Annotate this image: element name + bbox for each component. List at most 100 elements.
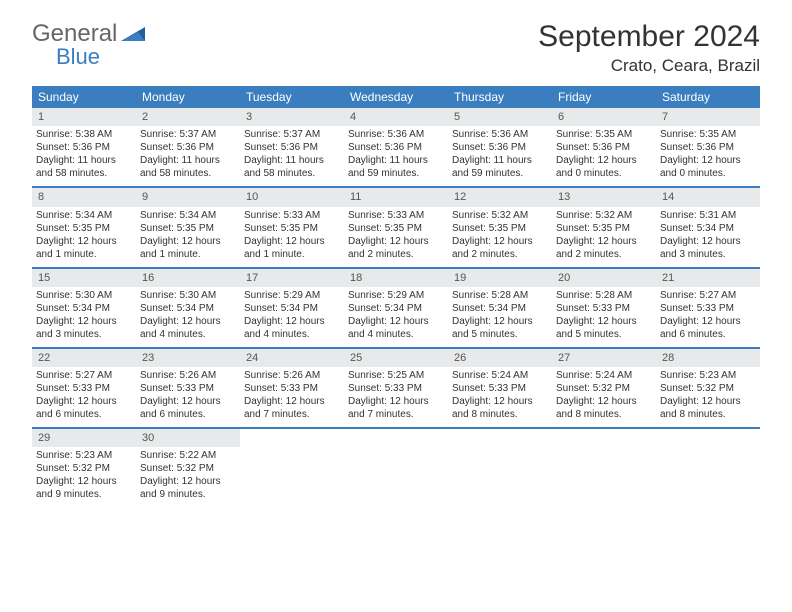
sunrise-text: Sunrise: 5:31 AM: [660, 209, 756, 222]
day-body: Sunrise: 5:27 AMSunset: 5:33 PMDaylight:…: [656, 287, 760, 347]
sunset-text: Sunset: 5:36 PM: [556, 141, 652, 154]
title-block: September 2024 Crato, Ceara, Brazil: [538, 20, 760, 76]
sunrise-text: Sunrise: 5:36 AM: [348, 128, 444, 141]
day-cell: 4Sunrise: 5:36 AMSunset: 5:36 PMDaylight…: [344, 108, 448, 186]
day-cell: 8Sunrise: 5:34 AMSunset: 5:35 PMDaylight…: [32, 188, 136, 266]
day-cell: 27Sunrise: 5:24 AMSunset: 5:32 PMDayligh…: [552, 349, 656, 427]
day-body: Sunrise: 5:24 AMSunset: 5:32 PMDaylight:…: [552, 367, 656, 427]
day-cell: 21Sunrise: 5:27 AMSunset: 5:33 PMDayligh…: [656, 269, 760, 347]
day-number: 14: [656, 188, 760, 206]
day-body: Sunrise: 5:30 AMSunset: 5:34 PMDaylight:…: [32, 287, 136, 347]
sunrise-text: Sunrise: 5:34 AM: [140, 209, 236, 222]
day-cell: 1Sunrise: 5:38 AMSunset: 5:36 PMDaylight…: [32, 108, 136, 186]
day-number: 30: [136, 429, 240, 447]
week-row: 22Sunrise: 5:27 AMSunset: 5:33 PMDayligh…: [32, 347, 760, 427]
day-number: 5: [448, 108, 552, 126]
sunrise-text: Sunrise: 5:38 AM: [36, 128, 132, 141]
daylight-text: Daylight: 12 hours and 4 minutes.: [140, 315, 236, 341]
day-cell: 16Sunrise: 5:30 AMSunset: 5:34 PMDayligh…: [136, 269, 240, 347]
day-cell: 9Sunrise: 5:34 AMSunset: 5:35 PMDaylight…: [136, 188, 240, 266]
daylight-text: Daylight: 12 hours and 1 minute.: [244, 235, 340, 261]
daylight-text: Daylight: 12 hours and 8 minutes.: [660, 395, 756, 421]
day-number: 28: [656, 349, 760, 367]
sunset-text: Sunset: 5:35 PM: [556, 222, 652, 235]
sunrise-text: Sunrise: 5:26 AM: [244, 369, 340, 382]
day-cell: 20Sunrise: 5:28 AMSunset: 5:33 PMDayligh…: [552, 269, 656, 347]
day-cell: 29Sunrise: 5:23 AMSunset: 5:32 PMDayligh…: [32, 429, 136, 507]
day-body: Sunrise: 5:29 AMSunset: 5:34 PMDaylight:…: [344, 287, 448, 347]
day-number: 19: [448, 269, 552, 287]
day-number: 10: [240, 188, 344, 206]
sunrise-text: Sunrise: 5:33 AM: [348, 209, 444, 222]
daylight-text: Daylight: 12 hours and 7 minutes.: [244, 395, 340, 421]
day-number: 9: [136, 188, 240, 206]
daylight-text: Daylight: 11 hours and 58 minutes.: [140, 154, 236, 180]
day-cell: [240, 429, 344, 507]
day-body: Sunrise: 5:34 AMSunset: 5:35 PMDaylight:…: [32, 207, 136, 267]
day-cell: 25Sunrise: 5:25 AMSunset: 5:33 PMDayligh…: [344, 349, 448, 427]
daylight-text: Daylight: 12 hours and 6 minutes.: [660, 315, 756, 341]
month-title: September 2024: [538, 20, 760, 54]
day-cell: [448, 429, 552, 507]
day-number: 24: [240, 349, 344, 367]
week-row: 15Sunrise: 5:30 AMSunset: 5:34 PMDayligh…: [32, 267, 760, 347]
day-body: Sunrise: 5:26 AMSunset: 5:33 PMDaylight:…: [240, 367, 344, 427]
day-number: 2: [136, 108, 240, 126]
weekday-header: Thursday: [448, 86, 552, 108]
daylight-text: Daylight: 12 hours and 8 minutes.: [556, 395, 652, 421]
week-row: 29Sunrise: 5:23 AMSunset: 5:32 PMDayligh…: [32, 427, 760, 507]
day-body: Sunrise: 5:28 AMSunset: 5:33 PMDaylight:…: [552, 287, 656, 347]
daylight-text: Daylight: 12 hours and 4 minutes.: [348, 315, 444, 341]
sunset-text: Sunset: 5:34 PM: [452, 302, 548, 315]
sunrise-text: Sunrise: 5:32 AM: [556, 209, 652, 222]
sunrise-text: Sunrise: 5:30 AM: [36, 289, 132, 302]
location: Crato, Ceara, Brazil: [538, 56, 760, 76]
day-body: Sunrise: 5:36 AMSunset: 5:36 PMDaylight:…: [344, 126, 448, 186]
sunrise-text: Sunrise: 5:28 AM: [452, 289, 548, 302]
daylight-text: Daylight: 12 hours and 5 minutes.: [452, 315, 548, 341]
sunrise-text: Sunrise: 5:29 AM: [348, 289, 444, 302]
sunset-text: Sunset: 5:33 PM: [348, 382, 444, 395]
day-body: Sunrise: 5:26 AMSunset: 5:33 PMDaylight:…: [136, 367, 240, 427]
day-cell: 7Sunrise: 5:35 AMSunset: 5:36 PMDaylight…: [656, 108, 760, 186]
day-number: 12: [448, 188, 552, 206]
sunset-text: Sunset: 5:35 PM: [140, 222, 236, 235]
sunset-text: Sunset: 5:32 PM: [140, 462, 236, 475]
weekday-header: Friday: [552, 86, 656, 108]
day-cell: [344, 429, 448, 507]
day-number: 15: [32, 269, 136, 287]
sunset-text: Sunset: 5:33 PM: [452, 382, 548, 395]
sunrise-text: Sunrise: 5:29 AM: [244, 289, 340, 302]
daylight-text: Daylight: 12 hours and 8 minutes.: [452, 395, 548, 421]
daylight-text: Daylight: 12 hours and 2 minutes.: [452, 235, 548, 261]
weekday-header: Sunday: [32, 86, 136, 108]
daylight-text: Daylight: 11 hours and 58 minutes.: [244, 154, 340, 180]
weekday-header: Wednesday: [344, 86, 448, 108]
calendar-body: 1Sunrise: 5:38 AMSunset: 5:36 PMDaylight…: [32, 108, 760, 507]
daylight-text: Daylight: 12 hours and 6 minutes.: [36, 395, 132, 421]
daylight-text: Daylight: 12 hours and 2 minutes.: [348, 235, 444, 261]
weekday-header: Tuesday: [240, 86, 344, 108]
day-cell: 26Sunrise: 5:24 AMSunset: 5:33 PMDayligh…: [448, 349, 552, 427]
day-body: Sunrise: 5:33 AMSunset: 5:35 PMDaylight:…: [344, 207, 448, 267]
day-body: Sunrise: 5:33 AMSunset: 5:35 PMDaylight:…: [240, 207, 344, 267]
day-body: Sunrise: 5:30 AMSunset: 5:34 PMDaylight:…: [136, 287, 240, 347]
sunset-text: Sunset: 5:33 PM: [36, 382, 132, 395]
sunset-text: Sunset: 5:33 PM: [556, 302, 652, 315]
day-number: 16: [136, 269, 240, 287]
day-cell: 22Sunrise: 5:27 AMSunset: 5:33 PMDayligh…: [32, 349, 136, 427]
daylight-text: Daylight: 12 hours and 4 minutes.: [244, 315, 340, 341]
sunrise-text: Sunrise: 5:36 AM: [452, 128, 548, 141]
weekday-header: Saturday: [656, 86, 760, 108]
sunrise-text: Sunrise: 5:35 AM: [660, 128, 756, 141]
day-cell: 15Sunrise: 5:30 AMSunset: 5:34 PMDayligh…: [32, 269, 136, 347]
sunrise-text: Sunrise: 5:34 AM: [36, 209, 132, 222]
week-row: 8Sunrise: 5:34 AMSunset: 5:35 PMDaylight…: [32, 186, 760, 266]
day-number: 3: [240, 108, 344, 126]
day-body: Sunrise: 5:23 AMSunset: 5:32 PMDaylight:…: [656, 367, 760, 427]
logo: General Blue: [32, 20, 147, 48]
day-cell: 28Sunrise: 5:23 AMSunset: 5:32 PMDayligh…: [656, 349, 760, 427]
calendar: SundayMondayTuesdayWednesdayThursdayFrid…: [32, 86, 760, 507]
day-cell: 23Sunrise: 5:26 AMSunset: 5:33 PMDayligh…: [136, 349, 240, 427]
logo-text-2: Blue: [56, 44, 100, 70]
